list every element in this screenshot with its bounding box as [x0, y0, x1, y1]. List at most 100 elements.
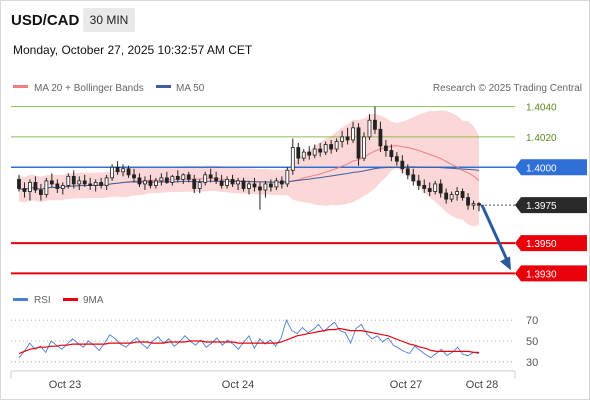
candle-body — [44, 180, 49, 195]
candle — [362, 132, 366, 162]
candle-body — [77, 180, 82, 185]
rsi-series-9ma — [18, 327, 479, 355]
ma9-legend-label: 9MA — [83, 295, 104, 306]
timeframe-button[interactable]: 30 MIN — [83, 8, 135, 32]
candle — [329, 139, 334, 154]
candle — [214, 171, 219, 184]
candle-body — [274, 180, 279, 188]
x-tick-label-oct27: Oct 27 — [390, 379, 422, 391]
candle — [318, 142, 323, 157]
level-tag-1.3930: 1.3930 — [515, 265, 587, 282]
candle — [153, 177, 158, 189]
candle — [279, 176, 284, 189]
candle-body — [307, 151, 312, 156]
candle — [77, 176, 82, 190]
ma50-legend-swatch — [156, 85, 171, 88]
candle-body — [389, 150, 394, 158]
candle — [93, 179, 98, 192]
candle — [477, 202, 481, 212]
candle-body — [38, 189, 43, 195]
candle-body — [159, 177, 164, 182]
ma20-legend-swatch — [13, 85, 28, 88]
candle — [203, 171, 208, 186]
level-label-1.3975: 1.3975 — [526, 201, 557, 212]
candle — [175, 170, 180, 183]
candle — [121, 164, 125, 177]
candle-body — [460, 191, 465, 198]
candle — [438, 179, 443, 198]
level-label-1.4020: 1.4020 — [526, 133, 557, 144]
candle — [208, 168, 213, 183]
candle-body — [230, 178, 235, 185]
candle — [230, 174, 235, 187]
candle — [427, 182, 432, 197]
candle — [236, 177, 240, 190]
candle-body — [367, 119, 372, 138]
candle — [444, 188, 449, 204]
candle — [148, 174, 153, 189]
level-label-1.4040: 1.4040 — [526, 103, 557, 114]
candle — [110, 164, 115, 181]
level-box-1.3930 — [515, 265, 587, 282]
candle-body — [263, 183, 268, 191]
candle-body — [126, 168, 131, 176]
x-tick-label-oct23: Oct 23 — [49, 379, 81, 391]
candle-body — [427, 188, 432, 192]
candle-body — [71, 175, 76, 185]
rsi-legend-label: RSI — [34, 295, 51, 306]
candle — [449, 191, 454, 203]
candle-body — [373, 119, 377, 130]
candle — [394, 152, 399, 166]
candle-body — [252, 183, 257, 188]
candle — [307, 146, 312, 160]
candle — [455, 186, 460, 201]
candle — [82, 174, 87, 187]
candle — [405, 164, 410, 180]
candle — [433, 180, 438, 195]
candle-body — [301, 151, 306, 159]
level-tag-1.4000: 1.4000 — [515, 159, 587, 176]
candle-body — [296, 147, 301, 159]
candle-body — [400, 160, 405, 170]
candle-body — [394, 156, 399, 162]
level-tag-1.3975: 1.3975 — [515, 197, 587, 214]
copyright-label: Research © 2025 Trading Central — [433, 83, 582, 94]
candle-body — [137, 177, 142, 185]
candle — [181, 173, 186, 184]
candle-body — [148, 180, 153, 186]
candle-body — [55, 183, 60, 189]
candle — [263, 180, 268, 198]
candle — [170, 174, 175, 186]
candle — [71, 170, 76, 189]
candle — [33, 176, 38, 194]
candle — [159, 173, 164, 186]
candle — [186, 171, 191, 183]
candle — [389, 144, 394, 162]
candle-body — [197, 182, 202, 189]
candle-body — [416, 180, 421, 186]
candle-body — [153, 180, 158, 186]
rsi-tick-label-70: 70 — [526, 315, 538, 327]
candle-body — [66, 175, 71, 186]
candle — [17, 174, 21, 192]
candle — [99, 177, 104, 189]
candle — [66, 173, 71, 189]
candle-body — [411, 174, 416, 182]
candle — [460, 188, 465, 201]
candle — [334, 138, 339, 153]
candle — [258, 182, 262, 210]
candle-body — [351, 127, 355, 141]
candle — [312, 144, 317, 159]
level-box-1.3975 — [515, 197, 587, 214]
candle-body — [290, 147, 295, 171]
candle-body — [22, 188, 27, 192]
forecast-arrow-head — [500, 256, 511, 271]
candle-body — [345, 136, 350, 141]
candle — [285, 167, 290, 187]
candle — [49, 173, 54, 187]
candle-body — [225, 178, 230, 186]
candle-body — [258, 186, 262, 191]
x-tick-label-oct28: Oct 28 — [466, 379, 498, 391]
candle — [143, 176, 147, 190]
